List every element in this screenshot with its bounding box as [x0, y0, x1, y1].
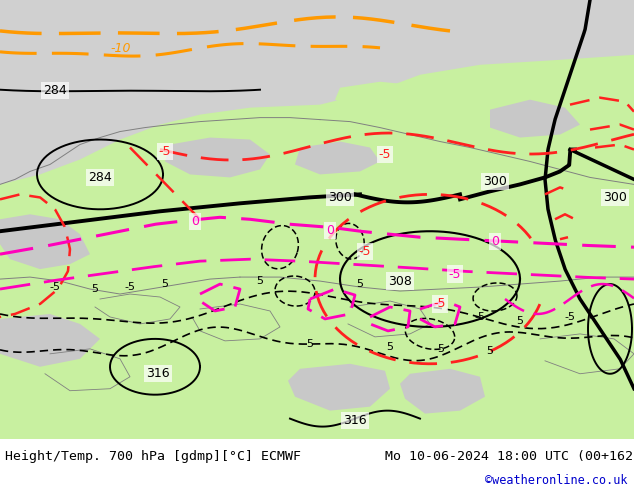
Text: 284: 284: [43, 84, 67, 97]
Text: 0: 0: [326, 224, 334, 237]
Text: 5: 5: [162, 279, 169, 289]
Text: 300: 300: [328, 191, 352, 204]
Text: 5: 5: [306, 339, 313, 349]
Polygon shape: [288, 364, 390, 411]
Text: 300: 300: [603, 191, 627, 204]
Text: -5: -5: [449, 268, 462, 281]
Text: -5: -5: [564, 312, 576, 322]
Polygon shape: [490, 99, 580, 138]
Text: -5: -5: [124, 282, 136, 292]
Text: 0: 0: [491, 235, 499, 248]
Text: 5: 5: [517, 316, 524, 326]
Text: 300: 300: [483, 175, 507, 188]
Text: -5: -5: [158, 145, 171, 158]
Text: 5: 5: [356, 279, 363, 289]
Text: -5: -5: [474, 312, 486, 322]
Polygon shape: [400, 369, 485, 414]
Text: -5: -5: [378, 148, 391, 161]
Text: -5: -5: [434, 297, 446, 311]
Text: 308: 308: [388, 274, 412, 288]
Text: 5: 5: [387, 342, 394, 352]
Text: 316: 316: [343, 414, 367, 427]
Text: 284: 284: [88, 171, 112, 184]
Polygon shape: [335, 82, 430, 112]
Text: Height/Temp. 700 hPa [gdmp][°C] ECMWF: Height/Temp. 700 hPa [gdmp][°C] ECMWF: [5, 450, 301, 463]
Text: ©weatheronline.co.uk: ©weatheronline.co.uk: [485, 474, 628, 487]
Text: -5: -5: [434, 344, 446, 354]
Polygon shape: [0, 214, 90, 269]
Text: 5: 5: [91, 284, 98, 294]
Text: -5: -5: [359, 245, 372, 258]
Polygon shape: [165, 138, 270, 177]
Polygon shape: [0, 314, 100, 367]
Polygon shape: [452, 70, 560, 99]
Text: 0: 0: [191, 215, 199, 228]
Polygon shape: [295, 142, 380, 174]
Text: 5: 5: [486, 346, 493, 356]
Text: 316: 316: [146, 368, 170, 380]
Text: -5: -5: [49, 282, 60, 292]
Text: -10: -10: [110, 42, 131, 55]
Text: 5: 5: [257, 276, 264, 286]
Text: Mo 10-06-2024 18:00 UTC (00+162): Mo 10-06-2024 18:00 UTC (00+162): [385, 450, 634, 463]
Polygon shape: [0, 0, 634, 184]
